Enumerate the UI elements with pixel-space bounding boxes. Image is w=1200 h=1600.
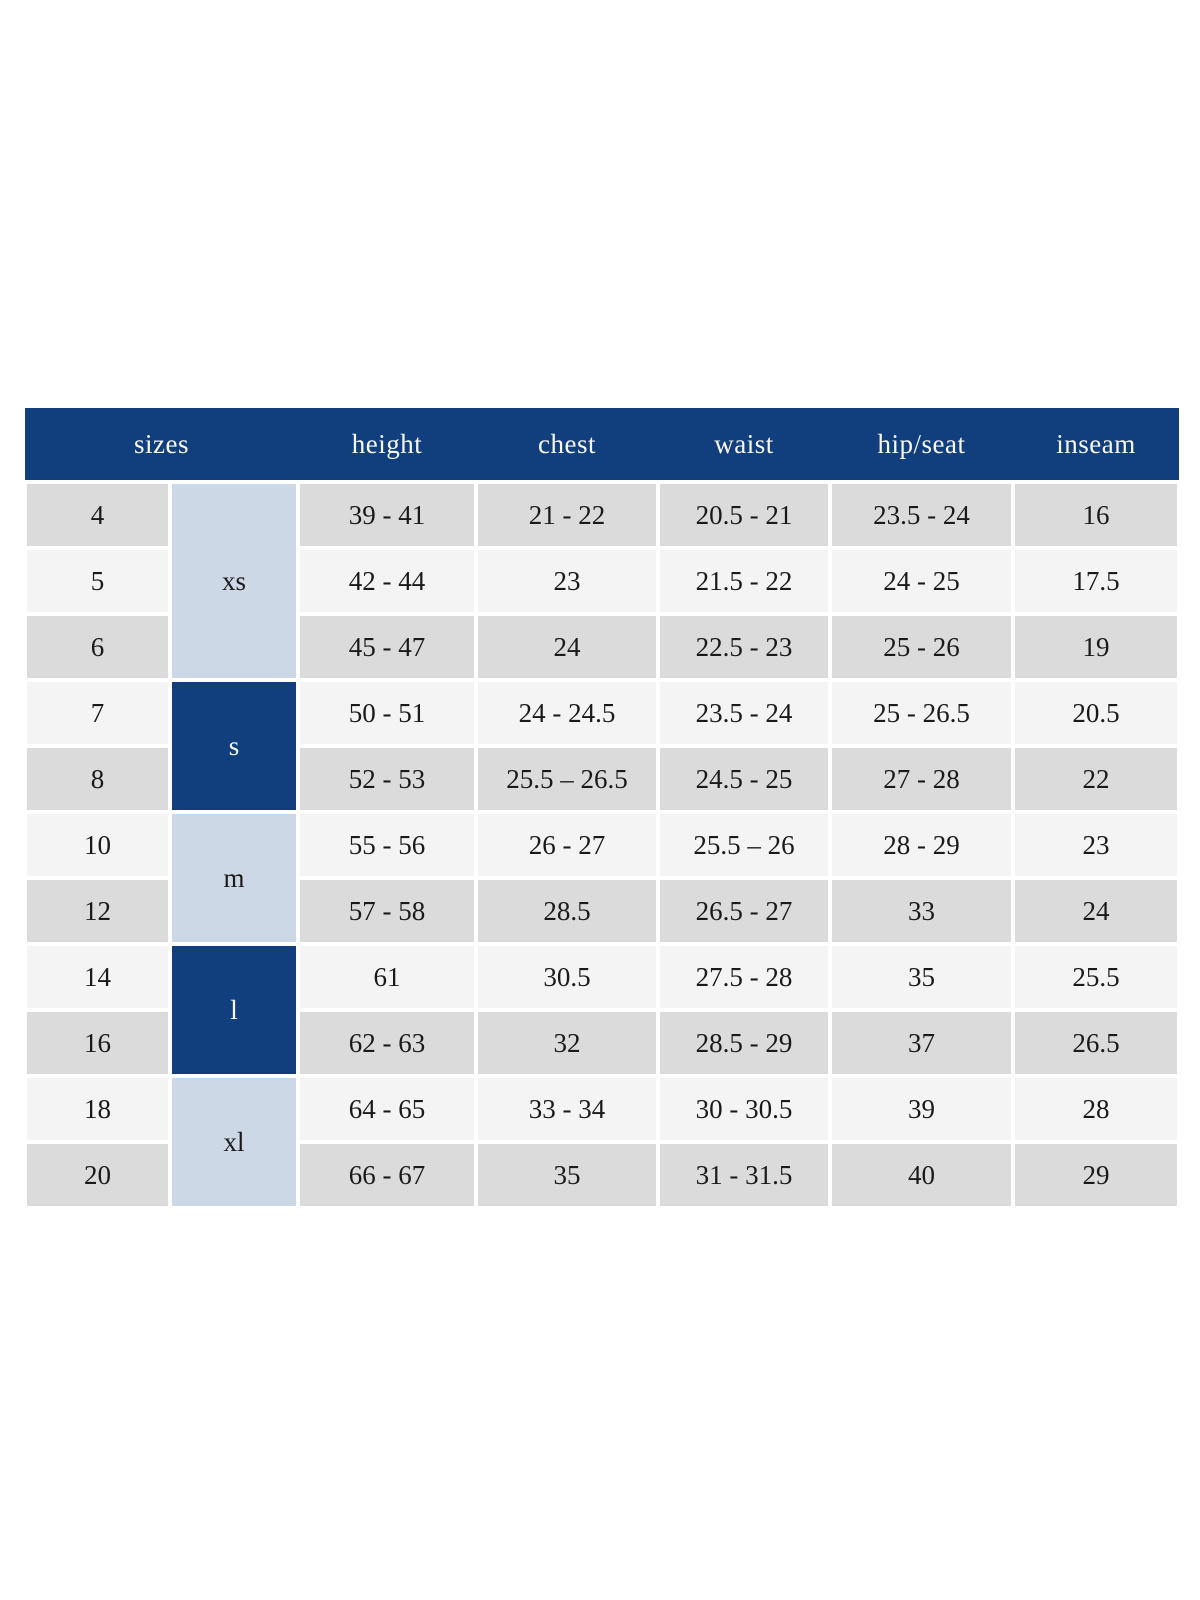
table-row: 14 l 61 30.5 27.5 - 28 35 25.5	[23, 942, 1182, 1078]
waist-cell: 24.5 - 25	[656, 744, 833, 814]
inseam-cell: 29	[1011, 1140, 1182, 1210]
waist-cell: 30 - 30.5	[656, 1074, 833, 1144]
hip-seat-cell: 28 - 29	[828, 810, 1016, 880]
inseam-cell: 26.5	[1011, 1008, 1182, 1078]
hip-seat-cell: 39	[828, 1074, 1016, 1144]
size-number-cell: 12	[23, 876, 172, 946]
column-header-inseam: inseam	[1013, 408, 1180, 482]
height-cell: 64 - 65	[296, 1074, 479, 1144]
inseam-cell: 17.5	[1011, 546, 1182, 616]
table-row: 20 66 - 67 35 31 - 31.5 40 29	[23, 1140, 1182, 1210]
header-row: sizes height chest waist hip/seat inseam	[25, 408, 1180, 482]
inseam-cell: 22	[1011, 744, 1182, 814]
size-number-cell: 18	[23, 1074, 172, 1144]
height-cell: 66 - 67	[296, 1140, 479, 1210]
size-group-m: m	[167, 810, 301, 946]
column-header-height: height	[298, 408, 477, 482]
size-number-cell: 6	[23, 612, 172, 682]
height-cell: 42 - 44	[296, 546, 479, 616]
chest-cell: 33 - 34	[474, 1074, 661, 1144]
height-cell: 62 - 63	[296, 1008, 479, 1078]
table-body: 4 xs 39 - 41 21 - 22 20.5 - 21 23.5 - 24 16 5 42…	[23, 480, 1182, 1210]
size-group-s: s	[167, 678, 301, 814]
hip-seat-cell: 25 - 26	[828, 612, 1016, 682]
size-number-cell: 8	[23, 744, 172, 814]
hip-seat-cell: 40	[828, 1140, 1016, 1210]
size-chart: sizes height chest waist hip/seat inseam 4 xs 3…	[23, 408, 1182, 1210]
column-header-sizes: sizes	[25, 408, 299, 482]
table-row: 16 62 - 63 32 28.5 - 29 37 26.5	[23, 1008, 1182, 1078]
table-row: 8 52 - 53 25.5 – 26.5 24.5 - 25 27 - 28 22	[23, 744, 1182, 814]
hip-seat-cell: 23.5 - 24	[828, 480, 1016, 550]
height-cell: 55 - 56	[296, 810, 479, 880]
chest-cell: 25.5 – 26.5	[474, 744, 661, 814]
size-number-cell: 7	[23, 678, 172, 748]
waist-cell: 21.5 - 22	[656, 546, 833, 616]
waist-cell: 20.5 - 21	[656, 480, 833, 550]
size-group-xl: xl	[167, 1074, 301, 1210]
column-header-chest: chest	[476, 408, 659, 482]
chest-cell: 23	[474, 546, 661, 616]
size-number-cell: 16	[23, 1008, 172, 1078]
hip-seat-cell: 35	[828, 942, 1016, 1012]
chest-cell: 24 - 24.5	[474, 678, 661, 748]
column-header-hip-seat: hip/seat	[830, 408, 1014, 482]
hip-seat-cell: 24 - 25	[828, 546, 1016, 616]
hip-seat-cell: 27 - 28	[828, 744, 1016, 814]
height-cell: 45 - 47	[296, 612, 479, 682]
waist-cell: 26.5 - 27	[656, 876, 833, 946]
height-cell: 50 - 51	[296, 678, 479, 748]
height-cell: 57 - 58	[296, 876, 479, 946]
chest-cell: 24	[474, 612, 661, 682]
height-cell: 39 - 41	[296, 480, 479, 550]
table-row: 5 42 - 44 23 21.5 - 22 24 - 25 17.5	[23, 546, 1182, 616]
inseam-cell: 24	[1011, 876, 1182, 946]
chest-cell: 26 - 27	[474, 810, 661, 880]
size-number-cell: 4	[23, 480, 172, 550]
table-row: 4 xs 39 - 41 21 - 22 20.5 - 21 23.5 - 24 16	[23, 480, 1182, 682]
height-cell: 61	[296, 942, 479, 1012]
table-row: 10 m 55 - 56 26 - 27 25.5 – 26 28 - 29 23	[23, 810, 1182, 946]
inseam-cell: 16	[1011, 480, 1182, 550]
size-number-cell: 14	[23, 942, 172, 1012]
inseam-cell: 28	[1011, 1074, 1182, 1144]
size-number-cell: 10	[23, 810, 172, 880]
size-chart-table: sizes height chest waist hip/seat inseam 4 xs 3…	[23, 408, 1182, 1210]
inseam-cell: 25.5	[1011, 942, 1182, 1012]
table-row: 12 57 - 58 28.5 26.5 - 27 33 24	[23, 876, 1182, 946]
size-group-l: l	[167, 942, 301, 1078]
waist-cell: 28.5 - 29	[656, 1008, 833, 1078]
table-row: 7 s 50 - 51 24 - 24.5 23.5 - 24 25 - 26.5 20.5	[23, 678, 1182, 814]
size-number-cell: 5	[23, 546, 172, 616]
chest-cell: 28.5	[474, 876, 661, 946]
chest-cell: 35	[474, 1140, 661, 1210]
waist-cell: 27.5 - 28	[656, 942, 833, 1012]
chest-cell: 21 - 22	[474, 480, 661, 550]
size-number-cell: 20	[23, 1140, 172, 1210]
hip-seat-cell: 25 - 26.5	[828, 678, 1016, 748]
table-row: 18 xl 64 - 65 33 - 34 30 - 30.5 39 28	[23, 1074, 1182, 1210]
waist-cell: 22.5 - 23	[656, 612, 833, 682]
hip-seat-cell: 33	[828, 876, 1016, 946]
size-group-xs: xs	[167, 480, 301, 682]
waist-cell: 31 - 31.5	[656, 1140, 833, 1210]
inseam-cell: 19	[1011, 612, 1182, 682]
inseam-cell: 20.5	[1011, 678, 1182, 748]
hip-seat-cell: 37	[828, 1008, 1016, 1078]
chest-cell: 32	[474, 1008, 661, 1078]
waist-cell: 25.5 – 26	[656, 810, 833, 880]
table-row: 6 45 - 47 24 22.5 - 23 25 - 26 19	[23, 612, 1182, 682]
height-cell: 52 - 53	[296, 744, 479, 814]
column-header-waist: waist	[658, 408, 831, 482]
chest-cell: 30.5	[474, 942, 661, 1012]
inseam-cell: 23	[1011, 810, 1182, 880]
waist-cell: 23.5 - 24	[656, 678, 833, 748]
